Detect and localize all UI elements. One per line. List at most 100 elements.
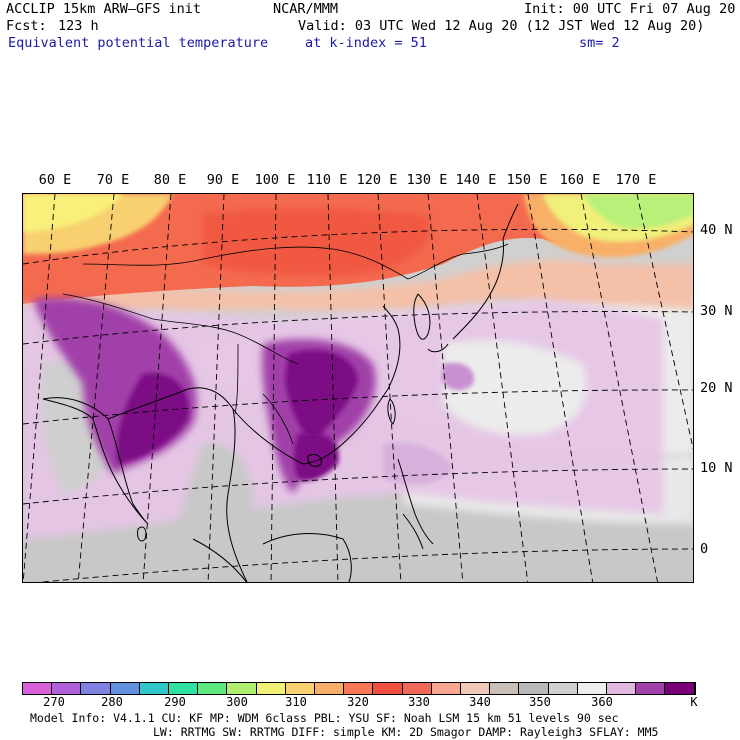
- colorbar-segment: [461, 683, 491, 694]
- forecast-label: Fcst:: [6, 18, 47, 34]
- coastlines: [42, 203, 519, 582]
- field-region-grey-indochina: [173, 443, 253, 582]
- init-time: Init: 00 UTC Fri 07 Aug 20: [524, 1, 736, 17]
- graticule: [23, 194, 693, 582]
- colorbar-segment: [110, 683, 140, 694]
- lon-line-80: [142, 194, 172, 582]
- colorbar-tick-label: 320: [347, 695, 369, 709]
- lat-label: 30 N: [700, 303, 733, 319]
- colorbar-tick-label: 340: [469, 695, 491, 709]
- colorbar-tick-label: 360: [591, 695, 613, 709]
- field-region-darkpurple-china: [285, 350, 358, 444]
- model-title: ACCLIP 15km ARW–GFS init: [6, 1, 202, 17]
- colorbar-segment: [315, 683, 345, 694]
- colorbar-segment: [52, 683, 82, 694]
- colorbar-unit: K: [690, 695, 698, 709]
- colorbar-segment: [665, 683, 695, 694]
- field-region-green-ne: [583, 194, 693, 229]
- colorbar-segment: [285, 683, 316, 694]
- coast-taiwan: [387, 398, 396, 425]
- colorbar: [22, 682, 696, 695]
- colorbar-segment: [577, 683, 608, 694]
- lon-label: 90 E: [206, 172, 240, 188]
- border-himalaya: [62, 293, 299, 365]
- lon-line-150: [527, 194, 594, 582]
- field-region-white-pacific: [443, 340, 587, 436]
- lat-label: 0: [700, 541, 709, 557]
- border-laos: [262, 393, 294, 445]
- colorbar-tick-label: 350: [529, 695, 551, 709]
- colorbar-segment: [139, 683, 170, 694]
- lon-line-160: [580, 194, 659, 582]
- coast-philippines: [397, 458, 434, 545]
- field-name: Equivalent potential temperature: [8, 35, 269, 51]
- lon-label: 70 E: [96, 172, 130, 188]
- colorbar-segment: [81, 683, 111, 694]
- colorbar-segment: [256, 683, 286, 694]
- border-myanmar: [234, 343, 239, 415]
- level-index: at k-index = 51: [305, 35, 427, 51]
- colorbar-segment: [373, 683, 403, 694]
- field-region-purple-patch: [383, 442, 453, 485]
- colorbar-segment: [169, 683, 199, 694]
- model-info-line1: Model Info: V4.1.1 CU: KF MP: WDM 6class…: [30, 711, 619, 725]
- lon-label: 140 E: [455, 172, 497, 188]
- map-plot: [22, 193, 694, 583]
- lon-line-90: [207, 194, 225, 582]
- colorbar-tick-label: 330: [408, 695, 430, 709]
- colorbar-tick-label: 280: [101, 695, 123, 709]
- coast-japan: [452, 203, 519, 340]
- field-region-yellow-nw: [23, 194, 123, 232]
- field-region-darkpurple-scs: [294, 432, 339, 481]
- colorbar-segment: [402, 683, 432, 694]
- coast-hainan: [307, 453, 322, 467]
- colorbar-segment: [548, 683, 578, 694]
- longitude-labels: 60 E 70 E 80 E 90 E 100 E 110 E 120 E 13…: [0, 172, 740, 188]
- colorbar-tick-label: 270: [43, 695, 65, 709]
- colorbar-tick-label: 300: [226, 695, 248, 709]
- lat-label: 40 N: [700, 222, 733, 238]
- lat-label: 20 N: [700, 380, 733, 396]
- border-north: [82, 243, 509, 280]
- lon-line-120: [377, 194, 402, 582]
- coast-philippines-south: [402, 513, 424, 550]
- colorbar-segment: [636, 683, 666, 694]
- valid-time: Valid: 03 UTC Wed 12 Aug 20 (12 JST Wed …: [298, 18, 705, 34]
- forecast-hours: 123 h: [58, 18, 99, 34]
- colorbar-segment: [344, 683, 374, 694]
- lon-label: 170 E: [615, 172, 657, 188]
- lon-label: 120 E: [356, 172, 398, 188]
- colorbar-tick-label: 310: [285, 695, 307, 709]
- field-region-tan: [23, 260, 693, 311]
- model-info-line2: LW: RRTMG SW: RRTMG DIFF: simple KM: 2D …: [153, 725, 659, 739]
- lon-line-130: [427, 194, 464, 582]
- colorbar-segment: [227, 683, 257, 694]
- lon-label: 160 E: [559, 172, 601, 188]
- colorbar-segment: [431, 683, 462, 694]
- map-field-svg: [23, 194, 693, 582]
- lon-line-110: [327, 194, 339, 582]
- field-region-red-core: [203, 208, 431, 276]
- coast-korea: [413, 293, 431, 340]
- lon-label: 150 E: [506, 172, 548, 188]
- coast-china: [232, 305, 401, 465]
- coast-srilanka: [137, 526, 147, 542]
- colorbar-segment: [490, 683, 520, 694]
- colorbar-tick-label: 290: [164, 695, 186, 709]
- lon-line-100: [270, 194, 277, 582]
- lon-line-70: [77, 194, 115, 582]
- smoothing-label: sm= 2: [579, 35, 620, 51]
- lon-line-60: [23, 194, 56, 582]
- lat-label: 10 N: [700, 460, 733, 476]
- center-label: NCAR/MMM: [273, 1, 339, 17]
- lon-line-140: [476, 194, 529, 582]
- coast-sumatra: [192, 538, 248, 582]
- field-region-purple-patch: [441, 362, 474, 391]
- lon-label: 110 E: [306, 172, 348, 188]
- colorbar-segment: [519, 683, 549, 694]
- colorbar-segment: [23, 683, 53, 694]
- lon-label: 60 E: [38, 172, 72, 188]
- coast-borneo: [262, 533, 352, 582]
- colorbar-segment: [198, 683, 228, 694]
- lon-label: 130 E: [406, 172, 448, 188]
